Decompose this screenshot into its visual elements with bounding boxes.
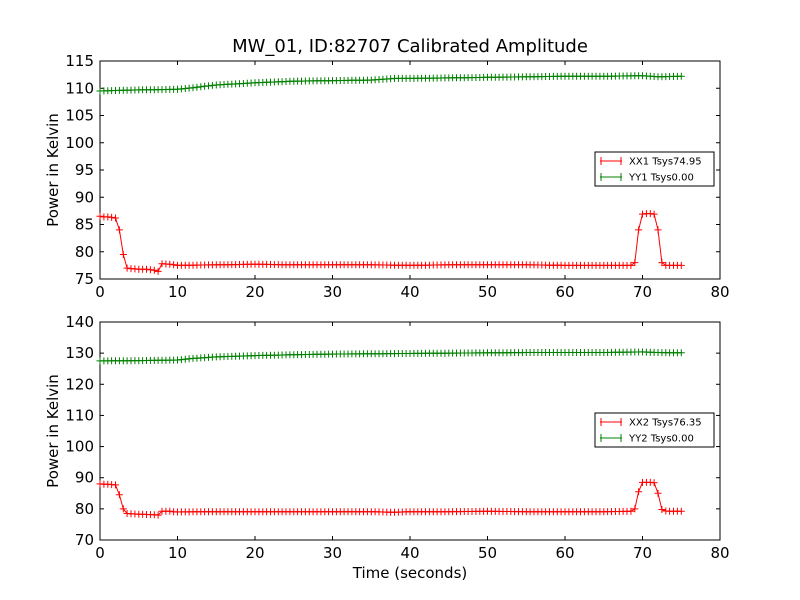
y-tick-label: 70	[75, 531, 94, 549]
x-tick-label: 80	[710, 283, 729, 301]
series-xx2	[96, 478, 685, 519]
data-point-marker	[112, 214, 119, 222]
x-tick-label: 20	[245, 544, 264, 562]
x-tick-label: 60	[555, 283, 574, 301]
legend-box	[594, 412, 715, 448]
series-yy1	[96, 72, 685, 95]
bottom-subplot: 0 10 20 30 40 50 60 70 80 70 80 90 100 110 120 130 140 Po…	[44, 313, 730, 582]
x-tick-label: 10	[168, 283, 187, 301]
x-tick-label: 50	[478, 283, 497, 301]
data-point-marker	[112, 481, 119, 489]
y-tick-label: 120	[65, 375, 94, 393]
y-tick-label: 105	[65, 107, 94, 125]
data-point-marker	[654, 226, 662, 234]
data-point-marker	[631, 505, 639, 513]
data-point-marker	[150, 266, 158, 274]
data-point-marker	[154, 267, 162, 275]
y-tick-label: 110	[65, 406, 94, 424]
data-point-marker	[627, 261, 635, 269]
data-point-marker	[658, 259, 666, 267]
y-axis-label: Power in Kelvin	[44, 113, 62, 227]
data-point-marker	[650, 210, 658, 218]
x-axis-label: Time (seconds)	[352, 564, 468, 582]
x-tick-label: 40	[400, 283, 419, 301]
y-tick-label: 80	[75, 243, 94, 261]
data-point-marker	[658, 506, 666, 513]
y-tick-label: 95	[75, 161, 94, 179]
data-point-marker	[119, 505, 127, 513]
legend-entry-label: YY2 Tsys0.00	[628, 434, 694, 445]
legend-entry-label: XX2 Tsys76.35	[629, 418, 702, 429]
legend-entry-label: XX1 Tsys74.95	[629, 157, 702, 168]
x-tick-label: 10	[168, 544, 187, 562]
data-point-marker	[677, 72, 685, 80]
x-tick-label: 70	[633, 544, 652, 562]
x-tick-label: 0	[95, 544, 105, 562]
x-tick-label: 50	[478, 544, 497, 562]
y-tick-label: 130	[65, 344, 94, 362]
x-tick-label: 60	[555, 544, 574, 562]
series-xx1	[96, 210, 685, 275]
legend-swatch-marker	[600, 418, 622, 426]
y-tick-label: 90	[75, 188, 94, 206]
series-yy2	[96, 348, 685, 365]
legend-swatch-marker	[600, 434, 622, 442]
x-tick-label: 80	[710, 544, 729, 562]
x-tick-label: 70	[633, 283, 652, 301]
data-point-marker	[154, 511, 162, 519]
y-tick-label: 100	[65, 438, 94, 456]
x-tick-label: 0	[95, 283, 105, 301]
top-subplot: 0 10 20 30 40 50 60 70 80 75 80 85 90 95 100 105 110 115 P…	[44, 52, 730, 301]
data-point-marker	[146, 266, 154, 274]
y-tick-label: 110	[65, 79, 94, 97]
x-tick-label: 40	[400, 544, 419, 562]
data-point-marker	[677, 507, 685, 515]
y-tick-label: 100	[65, 134, 94, 152]
figure-title: MW_01, ID:82707 Calibrated Amplitude	[232, 36, 588, 57]
x-tick-label: 20	[245, 283, 264, 301]
data-point-marker	[677, 349, 685, 357]
data-point-marker	[119, 251, 127, 258]
data-point-marker	[631, 259, 639, 267]
data-point-marker	[635, 226, 643, 234]
y-tick-label: 90	[75, 469, 94, 487]
data-point-marker	[108, 213, 116, 221]
data-point-marker	[627, 507, 635, 515]
y-tick-label: 85	[75, 216, 94, 234]
legend: XX2 Tsys76.35 YY2 Tsys0.00	[594, 412, 715, 448]
y-tick-label: 140	[65, 313, 94, 331]
legend-entry-label: YY1 Tsys0.00	[628, 173, 694, 184]
legend-box	[594, 151, 715, 187]
data-point-marker	[654, 489, 662, 497]
data-point-marker	[170, 261, 178, 269]
legend-swatch-marker	[600, 157, 622, 165]
y-tick-label: 80	[75, 500, 94, 518]
legend-swatch-marker	[600, 173, 622, 181]
data-point-marker	[635, 488, 643, 496]
y-tick-label: 75	[75, 270, 94, 288]
data-point-marker	[677, 261, 685, 269]
y-tick-label: 115	[65, 52, 94, 70]
data-point-marker	[650, 479, 658, 487]
legend: XX1 Tsys74.95 YY1 Tsys0.00	[594, 151, 715, 187]
y-axis-label: Power in Kelvin	[44, 374, 62, 488]
data-point-marker	[115, 226, 123, 234]
data-point-marker	[96, 212, 104, 220]
x-tick-label: 30	[323, 283, 342, 301]
x-tick-label: 30	[323, 544, 342, 562]
data-point-marker	[115, 491, 123, 499]
